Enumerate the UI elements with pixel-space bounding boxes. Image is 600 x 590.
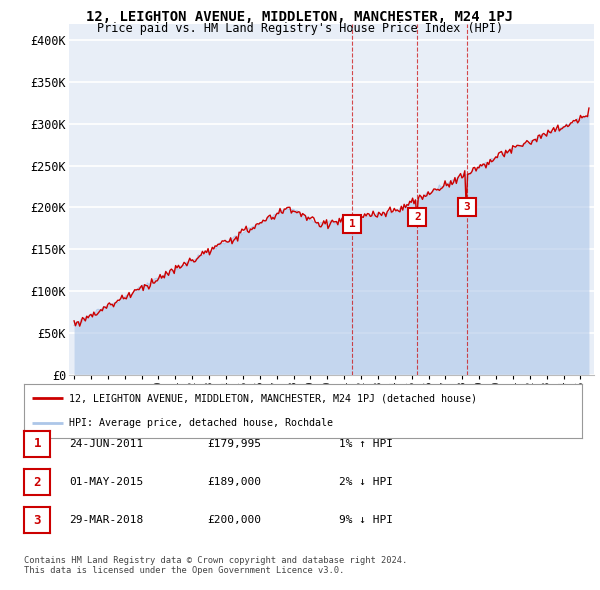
Text: 2: 2 [34,476,41,489]
Text: 2: 2 [414,212,421,222]
Text: 29-MAR-2018: 29-MAR-2018 [69,516,143,525]
Text: 1% ↑ HPI: 1% ↑ HPI [339,439,393,448]
Text: £200,000: £200,000 [207,516,261,525]
Text: 24-JUN-2011: 24-JUN-2011 [69,439,143,448]
Text: 1: 1 [34,437,41,450]
Text: 9% ↓ HPI: 9% ↓ HPI [339,516,393,525]
Text: 3: 3 [34,514,41,527]
Text: 01-MAY-2015: 01-MAY-2015 [69,477,143,487]
Text: 2% ↓ HPI: 2% ↓ HPI [339,477,393,487]
Text: £179,995: £179,995 [207,439,261,448]
Text: £189,000: £189,000 [207,477,261,487]
Text: Price paid vs. HM Land Registry's House Price Index (HPI): Price paid vs. HM Land Registry's House … [97,22,503,35]
Text: 3: 3 [463,202,470,212]
Text: 1: 1 [349,219,356,229]
Text: 12, LEIGHTON AVENUE, MIDDLETON, MANCHESTER, M24 1PJ: 12, LEIGHTON AVENUE, MIDDLETON, MANCHEST… [86,10,514,24]
Text: HPI: Average price, detached house, Rochdale: HPI: Average price, detached house, Roch… [68,418,332,428]
Text: 12, LEIGHTON AVENUE, MIDDLETON, MANCHESTER, M24 1PJ (detached house): 12, LEIGHTON AVENUE, MIDDLETON, MANCHEST… [68,393,476,403]
Text: Contains HM Land Registry data © Crown copyright and database right 2024.
This d: Contains HM Land Registry data © Crown c… [24,556,407,575]
